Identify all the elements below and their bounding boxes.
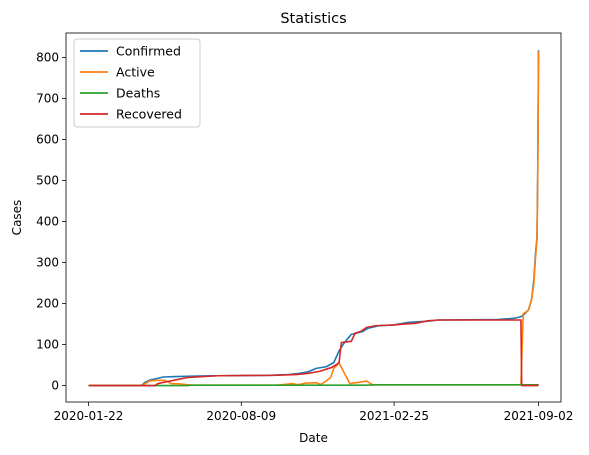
y-tick-label: 0 <box>51 379 59 393</box>
series-line-deaths <box>88 383 539 387</box>
legend-label-active: Active <box>116 65 155 80</box>
x-axis: 2020-01-22 2020-08-09 2021-02-25 2021-09-02 <box>54 402 574 423</box>
x-tick-label: 2020-08-09 <box>206 409 276 423</box>
x-tick-label: 2021-02-25 <box>359 409 429 423</box>
y-tick-label: 100 <box>36 338 59 352</box>
legend: Confirmed Active Deaths Recovered <box>73 38 201 128</box>
y-tick-label: 200 <box>36 297 59 311</box>
legend-label-deaths: Deaths <box>116 86 160 101</box>
legend-label-recovered: Recovered <box>116 107 182 122</box>
y-tick-label: 800 <box>36 51 59 65</box>
y-tick-label: 700 <box>36 92 59 106</box>
y-axis: 0 100 200 300 400 500 600 700 800 <box>36 51 66 393</box>
y-tick-label: 400 <box>36 215 59 229</box>
series-lines <box>88 50 540 387</box>
series-line-active <box>88 51 540 387</box>
legend-box <box>73 38 201 128</box>
y-axis-label: Cases <box>10 200 24 236</box>
chart-title: Statistics <box>280 11 346 27</box>
plot-area-frame <box>65 32 562 403</box>
x-tick-label: 2021-09-02 <box>504 409 574 423</box>
x-axis-label: Date <box>299 431 328 445</box>
y-tick-label: 600 <box>36 133 59 147</box>
y-tick-label: 500 <box>36 174 59 188</box>
legend-label-confirmed: Confirmed <box>116 44 181 59</box>
y-tick-label: 300 <box>36 256 59 270</box>
x-tick-label: 2020-01-22 <box>54 409 124 423</box>
series-line-recovered <box>88 319 540 387</box>
